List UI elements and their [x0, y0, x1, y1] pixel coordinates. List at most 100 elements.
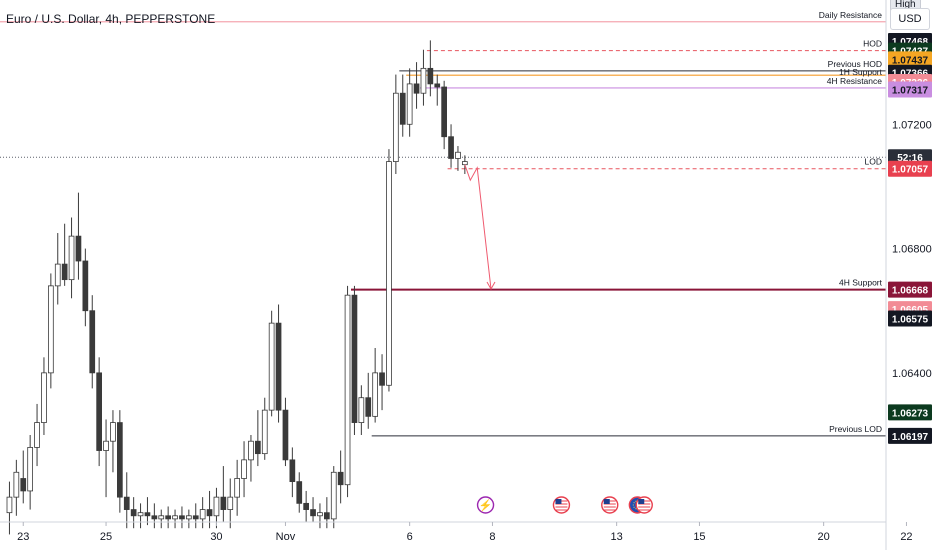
candle-down	[82, 260, 89, 312]
price-badge-text: 1.06197	[892, 432, 929, 443]
price-badge-text: 1.06575	[892, 314, 929, 325]
candle-up	[317, 512, 323, 517]
previous-hod-label: Previous HOD	[828, 59, 882, 69]
candle-down	[427, 67, 434, 85]
time-tick-label: 13	[611, 531, 623, 543]
candle-up	[241, 459, 247, 479]
candle-up	[68, 235, 75, 281]
lightning-glyph: ⚡	[479, 499, 493, 512]
candle-down	[448, 136, 454, 159]
h4-resistance-label: 4H Resistance	[827, 76, 883, 86]
price-badge	[888, 404, 932, 421]
lod-label: LOD	[865, 157, 882, 167]
time-tick-label: 6	[407, 531, 413, 543]
time-axis[interactable]: 23 25 30 Nov 6 8 13 15 20 22	[0, 521, 913, 543]
candle-up	[392, 92, 399, 162]
candle-down	[310, 509, 316, 517]
candle-up	[330, 471, 337, 520]
candle-down	[89, 310, 96, 374]
events-layer: ⚡	[476, 496, 653, 514]
level-lines-layer	[0, 21, 886, 437]
candle-down	[130, 509, 137, 517]
hod-label: HOD	[863, 39, 882, 49]
candle-down	[123, 496, 130, 510]
price-badge-text: 1.06668	[892, 286, 929, 297]
us-flag-icon	[552, 496, 571, 514]
price-tick-label: 1.06400	[892, 368, 932, 380]
candle-up	[27, 447, 34, 492]
price-badge	[888, 310, 932, 327]
candle-up	[110, 422, 116, 442]
candle-up	[248, 440, 254, 461]
lightning-icon: ⚡	[476, 496, 495, 514]
candle-down	[434, 83, 441, 88]
candle-up	[13, 471, 20, 498]
candle-down	[192, 515, 199, 520]
candle-down	[413, 83, 420, 94]
candle-up	[261, 409, 268, 455]
time-tick-label: 25	[100, 531, 112, 543]
projection-arrow	[464, 164, 496, 290]
candle-up	[158, 515, 165, 520]
time-tick-label: 8	[489, 531, 495, 543]
us-flag-icon	[635, 496, 653, 514]
us-flag-canton	[638, 499, 645, 504]
candle-down	[282, 409, 289, 461]
candle-down	[179, 515, 185, 520]
candle-down	[337, 471, 344, 486]
price-badge-text: 1.07317	[892, 85, 929, 96]
previous-lod-label: Previous LOD	[829, 424, 882, 434]
candle-up	[234, 478, 240, 498]
price-tick-label: 1.06800	[892, 244, 932, 256]
candle-down	[254, 440, 261, 455]
projection-path	[464, 164, 492, 290]
time-tick-label: Nov	[276, 531, 296, 543]
candle-up	[34, 422, 40, 448]
candle-down	[275, 322, 282, 411]
candle-up	[268, 322, 275, 411]
candle-down	[75, 235, 82, 262]
candle-up	[420, 67, 427, 94]
candle-down	[220, 496, 227, 510]
time-tick-label: 23	[17, 531, 29, 543]
candle-down	[296, 481, 303, 504]
projection-arrowhead	[486, 281, 496, 290]
candle-up	[54, 263, 61, 287]
time-tick-label: 20	[818, 531, 830, 543]
candle-up	[227, 496, 234, 510]
candle-up	[358, 397, 365, 423]
candle-down	[117, 422, 123, 498]
candle-up	[48, 285, 54, 374]
candle-up	[185, 515, 192, 520]
candle-down	[20, 478, 27, 492]
candle-up	[386, 161, 392, 386]
price-badge-text: 1.07468	[892, 37, 929, 48]
candle-up	[372, 372, 379, 417]
candle-up	[41, 372, 47, 423]
price-badge-text: 1.07437	[892, 55, 929, 66]
candles-layer	[6, 40, 468, 535]
candle-down	[151, 515, 158, 520]
candle-up	[172, 515, 178, 520]
us-flag-canton	[555, 499, 562, 504]
candle-up	[461, 161, 468, 166]
h4-support-label: 4H Support	[839, 278, 883, 288]
candle-down	[206, 509, 213, 517]
price-badge-text: 1.07057	[892, 165, 929, 176]
candle-down	[365, 397, 372, 417]
candle-down	[351, 294, 358, 423]
lightning-ring	[476, 496, 495, 514]
candle-up	[344, 294, 351, 486]
us-flag-icon	[601, 496, 619, 514]
time-tick-label: 22	[900, 531, 912, 543]
price-badge-text: 52:16	[897, 153, 923, 164]
price-tick-label: 1.07200	[892, 119, 932, 131]
time-tick-label: 15	[693, 531, 705, 543]
candle-up	[199, 509, 206, 520]
currency-button[interactable]: USD	[890, 8, 930, 30]
us-flag-canton	[603, 499, 610, 504]
candle-down	[323, 512, 330, 520]
price-badge	[888, 281, 932, 298]
